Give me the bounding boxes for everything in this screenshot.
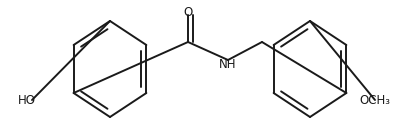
Text: O: O	[183, 6, 192, 18]
Text: OCH₃: OCH₃	[358, 94, 389, 107]
Text: HO: HO	[18, 94, 36, 107]
Text: NH: NH	[219, 59, 236, 71]
